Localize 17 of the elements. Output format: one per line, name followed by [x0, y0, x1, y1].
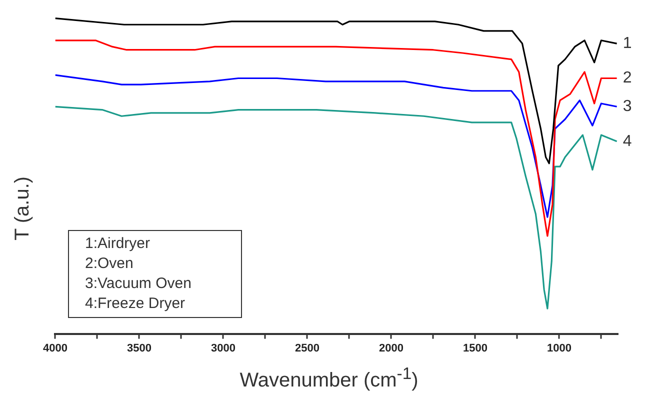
- annotation: 3:Vacuum Oven: [85, 274, 192, 294]
- x-tick-label: 2500: [294, 342, 320, 354]
- x-tick-label: 2000: [378, 342, 404, 354]
- x-tick-label: 3500: [126, 342, 152, 354]
- annotation: 4:Freeze Dryer: [85, 294, 186, 314]
- series-label: 4: [622, 132, 632, 150]
- series-label: 2: [622, 70, 632, 87]
- x-tick-label: 1500: [462, 342, 488, 354]
- y-axis-title: T (a.u.): [12, 176, 34, 240]
- x-tick-label: 3000: [210, 342, 236, 354]
- series-label: 3: [622, 98, 632, 116]
- annotation: 2:Oven: [85, 254, 134, 274]
- annotation: 1:Airdryer: [85, 234, 152, 254]
- x-axis-title: Wavenumber (cm$^{-1}$): [238, 364, 420, 393]
- x-tick-label: 4000: [42, 342, 68, 354]
- x-tick-label: 1000: [546, 342, 572, 354]
- series-label: 1: [622, 34, 632, 52]
